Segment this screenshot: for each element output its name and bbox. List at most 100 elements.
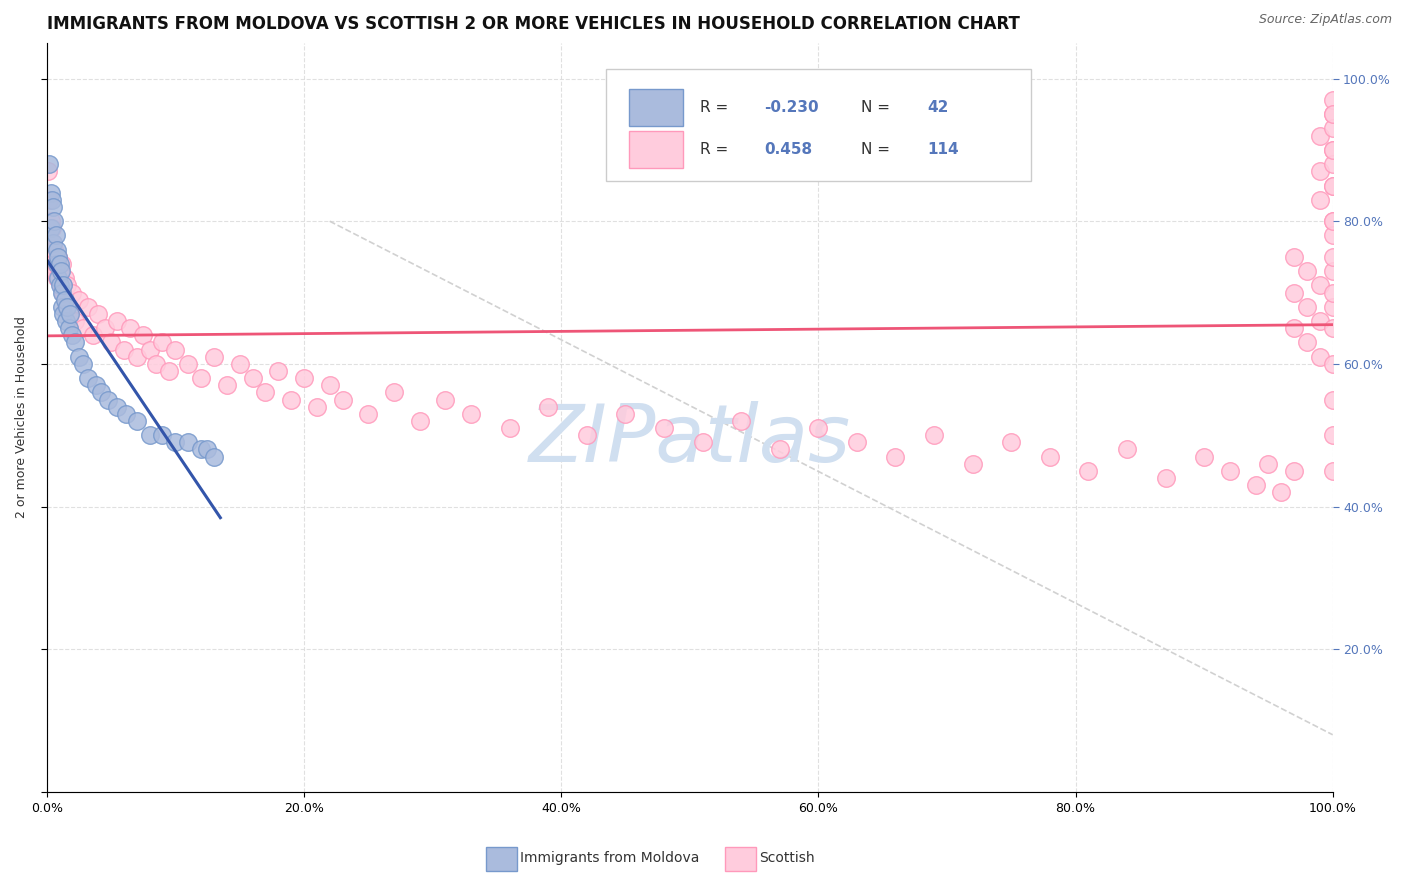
Point (39, 257, 62, 271)
Point (52, 307, 75, 321)
Point (1244, 478, 1267, 492)
Point (97, 392, 120, 407)
Text: 0.458: 0.458 (765, 142, 813, 157)
Point (46, 250, 69, 264)
Point (197, 442, 219, 457)
Point (62, 328, 84, 343)
Point (1322, 392, 1344, 407)
Point (46, 243, 69, 257)
Point (460, 407, 482, 421)
Point (1270, 485, 1292, 500)
Point (1322, 228, 1344, 243)
Point (63, 314, 86, 328)
Point (72, 357, 94, 371)
Point (242, 371, 264, 385)
Point (1309, 128, 1331, 143)
Point (1309, 193, 1331, 207)
Point (1282, 321, 1305, 335)
Point (58, 321, 80, 335)
Text: 114: 114 (928, 142, 959, 157)
Point (1309, 278, 1331, 293)
Point (1322, 464, 1344, 478)
Text: N =: N = (860, 100, 894, 115)
Point (39, 186, 62, 200)
Point (1322, 93, 1344, 107)
Point (575, 428, 598, 442)
Point (652, 421, 675, 435)
Point (84, 378, 107, 392)
Point (1322, 121, 1344, 136)
Point (46, 257, 69, 271)
Point (202, 350, 225, 364)
Point (1309, 350, 1331, 364)
Point (1282, 250, 1305, 264)
Point (1322, 107, 1344, 121)
Point (1192, 450, 1215, 464)
Point (692, 435, 714, 450)
Point (46, 271, 69, 285)
Point (1296, 335, 1319, 350)
Text: ZIPatlas: ZIPatlas (529, 401, 851, 479)
Point (41, 193, 63, 207)
Point (41, 221, 63, 235)
Point (382, 385, 405, 400)
Point (63, 335, 86, 350)
Point (67, 293, 90, 307)
Point (1282, 285, 1305, 300)
Point (46, 250, 69, 264)
Point (845, 435, 868, 450)
Point (357, 407, 380, 421)
Point (1296, 264, 1319, 278)
Point (165, 435, 187, 450)
Text: R =: R = (700, 142, 733, 157)
Point (115, 407, 138, 421)
Point (157, 364, 180, 378)
Point (332, 392, 354, 407)
Point (1309, 314, 1331, 328)
Point (39, 221, 62, 235)
Point (537, 400, 560, 414)
Point (44, 214, 66, 228)
Point (1322, 214, 1344, 228)
Point (49, 278, 72, 293)
Point (37, 164, 59, 178)
Point (59, 307, 82, 321)
Point (254, 385, 277, 400)
Point (48, 278, 70, 293)
Point (962, 457, 984, 471)
Point (45, 257, 67, 271)
Point (1322, 428, 1344, 442)
Point (884, 450, 907, 464)
Point (1322, 250, 1344, 264)
Point (53, 271, 76, 285)
Point (730, 414, 752, 428)
Point (145, 357, 167, 371)
Point (267, 364, 290, 378)
Point (48, 257, 70, 271)
Point (499, 421, 522, 435)
Point (125, 414, 148, 428)
Point (56, 278, 79, 293)
Text: -0.230: -0.230 (765, 100, 818, 115)
Point (614, 407, 637, 421)
Text: R =: R = (700, 100, 733, 115)
Point (922, 428, 945, 442)
Point (1000, 435, 1022, 450)
Point (1322, 300, 1344, 314)
Text: Immigrants from Moldova: Immigrants from Moldova (520, 851, 700, 865)
Point (44, 243, 66, 257)
FancyBboxPatch shape (606, 69, 1031, 181)
Point (72, 321, 94, 335)
Point (38, 193, 60, 207)
Point (42, 235, 65, 250)
Point (138, 343, 160, 357)
Text: Source: ZipAtlas.com: Source: ZipAtlas.com (1258, 13, 1392, 27)
Point (120, 321, 142, 335)
Point (1154, 471, 1177, 485)
Point (1322, 285, 1344, 300)
Point (51, 300, 73, 314)
Point (51, 285, 73, 300)
Point (1257, 457, 1279, 471)
Point (152, 428, 174, 442)
Point (190, 371, 212, 385)
